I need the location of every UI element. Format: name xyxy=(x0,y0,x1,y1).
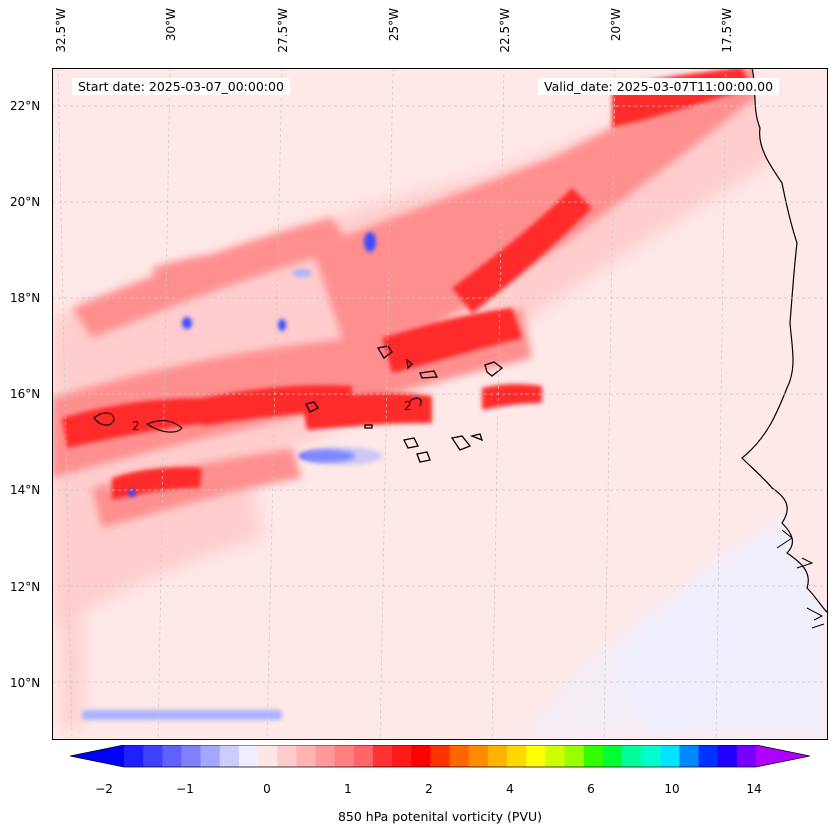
colorbar-swatch xyxy=(353,745,374,767)
pv-map: 2 2 xyxy=(52,68,828,740)
colorbar-swatch xyxy=(449,745,470,767)
colorbar-swatch xyxy=(430,745,451,767)
valid-date-label: Valid_date: 2025-03-07T11:00:00.00 xyxy=(538,78,780,95)
colorbar-tick-neg1: −1 xyxy=(176,782,194,796)
lat-label-14n: 14°N xyxy=(10,483,41,497)
colorbar-swatch xyxy=(162,745,183,767)
colorbar-swatch xyxy=(641,745,661,767)
colorbar-swatch xyxy=(564,745,585,767)
colorbar-tick-1: 1 xyxy=(344,782,352,796)
colorbar-swatch xyxy=(296,745,317,767)
lat-label-12n: 12°N xyxy=(10,580,41,594)
colorbar-swatch xyxy=(487,745,508,767)
colorbar-tick-4: 4 xyxy=(506,782,514,796)
lon-label-30w: 30°W xyxy=(164,8,178,42)
colorbar-swatch xyxy=(143,745,163,767)
weak-negative-region xyxy=(522,498,828,740)
colorbar-outline xyxy=(70,745,810,768)
colorbar-swatch xyxy=(736,745,757,767)
colorbar xyxy=(70,745,810,768)
colorbar-swatch xyxy=(258,745,278,767)
colorbar-swatch xyxy=(717,745,738,767)
colorbar-tick-10: 10 xyxy=(664,782,680,796)
colorbar-swatch xyxy=(602,745,623,767)
colorbar-tick-14: 14 xyxy=(746,782,762,796)
colorbar-swatch xyxy=(334,745,355,767)
colorbar-tick-0: 0 xyxy=(263,782,271,796)
lat-label-22n: 22°N xyxy=(10,99,41,113)
africa-coast-detail xyxy=(776,529,825,629)
lon-label-22-5w: 22.5°W xyxy=(498,8,512,53)
lat-label-18n: 18°N xyxy=(10,291,41,305)
lat-label-10n: 10°N xyxy=(10,676,41,690)
colorbar-swatch xyxy=(698,745,719,767)
colorbar-swatch xyxy=(621,745,642,767)
colorbar-swatch xyxy=(583,745,604,767)
colorbar-swatch xyxy=(468,745,489,767)
contour-label-2: 2 xyxy=(404,399,412,413)
lon-label-25w: 25°W xyxy=(387,8,401,42)
colorbar-swatch xyxy=(507,745,527,767)
weak-negative-spots xyxy=(82,269,382,720)
contour-label-1: 2 xyxy=(132,419,140,433)
pv-contour-2 xyxy=(93,397,422,433)
lat-label-16n: 16°N xyxy=(10,387,41,401)
colorbar-swatch xyxy=(545,745,566,767)
colorbar-swatch xyxy=(526,745,546,767)
lon-label-32-5w: 32.5°W xyxy=(54,8,68,53)
lon-label-20w: 20°W xyxy=(609,8,623,42)
cape-verde-islands xyxy=(305,345,504,463)
colorbar-extend-min xyxy=(70,745,124,767)
colorbar-swatch xyxy=(219,745,240,767)
colorbar-tick-2: 2 xyxy=(425,782,433,796)
africa-land xyxy=(741,68,828,614)
colorbar-swatch xyxy=(411,745,432,767)
colorbar-swatch xyxy=(679,745,700,767)
colorbar-swatch xyxy=(392,745,412,767)
lat-label-20n: 20°N xyxy=(10,195,41,209)
map-frame xyxy=(52,68,828,740)
colorbar-label: 850 hPa potenital vorticity (PVU) xyxy=(337,809,543,824)
colorbar-swatch xyxy=(277,745,297,767)
lon-label-17-5w: 17.5°W xyxy=(720,8,734,53)
colorbar-swatch xyxy=(315,745,336,767)
colorbar-swatch xyxy=(238,745,259,767)
colorbar-swatch xyxy=(181,745,202,767)
colorbar-swatch xyxy=(200,745,221,767)
colorbar-swatch xyxy=(372,745,393,767)
colorbar-tick-6: 6 xyxy=(587,782,595,796)
colorbar-tick-neg2: −2 xyxy=(95,782,113,796)
colorbar-swatch xyxy=(124,745,144,767)
lon-label-27-5w: 27.5°W xyxy=(276,8,290,53)
colorbar-extend-max xyxy=(756,745,810,767)
colorbar-swatch xyxy=(660,745,680,767)
graticule xyxy=(52,68,828,740)
start-date-label: Start date: 2025-03-07_00:00:00 xyxy=(72,78,290,95)
